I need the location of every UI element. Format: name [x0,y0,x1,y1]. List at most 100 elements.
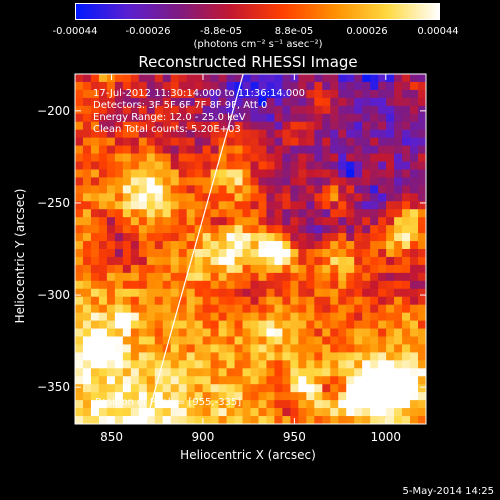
heatmap-cell [378,288,387,298]
heatmap-cell [130,145,140,155]
heatmap-cell [98,304,108,314]
heatmap-cell [402,304,411,314]
heatmap-cell [250,288,260,298]
heatmap-cell [194,209,204,218]
heatmap-cell [170,264,180,274]
heatmap-cell [418,177,426,186]
heatmap-cell [98,249,108,258]
heatmap-cell [354,137,363,147]
heatmap-cell [210,320,220,330]
heatmap-cell [98,81,108,91]
heatmap-cell [386,344,395,353]
y-axis-label: Heliocentric Y (arcsec) [13,188,27,324]
heatmap-cell [322,272,331,282]
heatmap-cell [250,105,260,115]
heatmap-cell [170,336,180,346]
heatmap-cell [154,241,164,250]
heatmap-cell [82,161,92,171]
heatmap-cell [362,352,371,361]
heatmap-cell [410,233,419,242]
heatmap-cell [154,376,164,385]
heatmap-cell [194,312,204,322]
heatmap-cell [106,153,116,163]
heatmap-cell [362,288,371,298]
heatmap-cell [346,368,355,377]
heatmap-cell [242,193,252,202]
heatmap-cell [210,113,220,123]
heatmap-cell [106,185,116,194]
limb-line [144,74,244,424]
heatmap-cell [402,201,411,210]
heatmap-cell [282,368,291,377]
heatmap-cell [330,368,339,377]
heatmap-cell [330,392,339,401]
heatmap-cell [282,336,291,346]
heatmap-cell [394,145,403,155]
heatmap-cell [226,408,236,417]
heatmap-cell [234,249,244,258]
heatmap-cell [226,209,236,218]
heatmap-cell [394,352,403,361]
heatmap-cell [258,400,268,409]
heatmap-cell [242,280,252,290]
heatmap-cell [386,392,395,401]
heatmap-cell [90,185,100,194]
heatmap-cell [338,288,347,298]
heatmap-cell [162,312,172,322]
heatmap-cell [194,400,204,409]
footer-date: 5-May-2014 14:25 [402,486,494,497]
heatmap-cell [130,81,140,91]
heatmap-cell [282,344,291,353]
heatmap-cell [98,201,108,210]
heatmap-cell [106,225,116,234]
heatmap-cell [75,74,84,83]
heatmap-cell [106,217,116,226]
heatmap-cell [410,416,419,424]
heatmap-cell [258,74,268,83]
heatmap-cell [178,97,188,107]
heatmap-cell [202,185,212,194]
heatmap-cell [290,209,299,218]
heatmap-cell [306,312,315,322]
heatmap-cell [146,241,156,250]
heatmap-cell [346,129,355,139]
heatmap-cell [82,105,92,115]
heatmap-cell [314,225,323,234]
heatmap-cell [362,81,371,91]
heatmap-cell [234,416,244,424]
heatmap-cell [98,344,108,353]
heatmap-cell [138,105,148,115]
heatmap-cell [378,89,387,99]
heatmap-cell [98,113,108,123]
heatmap-cell [386,97,395,107]
heatmap-cell [410,312,419,322]
heatmap-cell [106,288,116,298]
heatmap-cell [210,392,220,401]
heatmap-cell [162,336,172,346]
heatmap-cell [146,137,156,147]
heatmap-cell [122,304,132,314]
heatmap-cell [306,416,315,424]
heatmap-cell [234,105,244,115]
heatmap-cell [130,233,140,242]
heatmap-cell [306,249,315,258]
heatmap-cell [314,272,323,282]
chart-title: Reconstructed RHESSI Image [138,53,358,71]
heatmap-cell [258,304,268,314]
heatmap-cell [282,185,291,194]
heatmap-cell [410,145,419,155]
heatmap-cell [122,368,132,377]
annotation-energy-range: Energy Range: 12.0 - 25.0 keV [93,112,246,123]
heatmap-cell [226,74,236,83]
heatmap-cell [274,368,284,377]
heatmap-cell [194,89,204,99]
heatmap-cell [354,328,363,338]
heatmap-cell [338,217,347,226]
heatmap-cell [402,177,411,186]
heatmap-cell [418,312,426,322]
heatmap-cell [242,344,252,353]
heatmap-cell [82,256,92,266]
heatmap-cell [146,121,156,131]
heatmap-cell [90,193,100,202]
heatmap-cell [418,376,426,385]
